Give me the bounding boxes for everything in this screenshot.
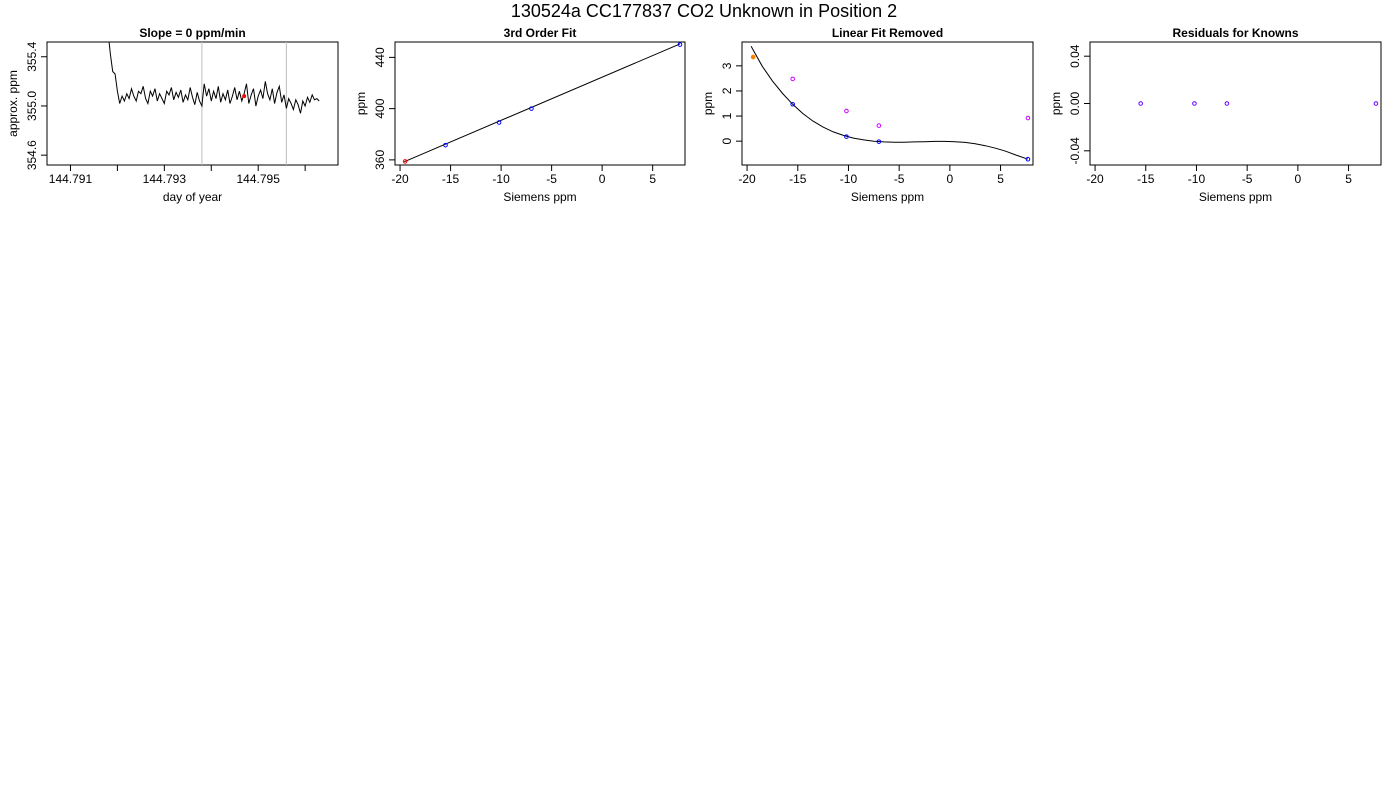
y-axis-label: ppm: [1049, 92, 1063, 115]
x-tick-label: -5: [1242, 172, 1253, 186]
x-tick-label: -15: [789, 172, 807, 186]
y-tick-label: 2: [720, 87, 734, 94]
panel-title: Residuals for Knowns: [1172, 26, 1298, 40]
data-point: [844, 134, 849, 139]
figure-title: 130524a CC177837 CO2 Unknown in Position…: [511, 1, 897, 21]
data-point: [443, 142, 448, 148]
data-point: [529, 106, 534, 111]
data-point: [750, 54, 756, 60]
x-tick-label: 5: [1345, 172, 1352, 186]
y-tick-label: -0.04: [1068, 137, 1082, 165]
data-point: [876, 139, 882, 144]
y-tick-label: 355.4: [25, 41, 39, 71]
y-axis-label: approx. ppm: [6, 70, 20, 137]
x-tick-label: 144.791: [49, 172, 93, 186]
y-tick-label: 0.04: [1068, 44, 1082, 68]
plot-frame: [1089, 41, 1382, 166]
x-tick-label: -20: [738, 172, 756, 186]
y-tick-label: 360: [373, 150, 387, 170]
x-tick-label: -15: [442, 172, 460, 186]
x-tick-label: -5: [894, 172, 905, 186]
x-tick-label: 0: [599, 172, 606, 186]
data-point: [1192, 101, 1197, 106]
data-point: [677, 42, 683, 47]
y-tick-label: 400: [373, 98, 387, 118]
x-tick-label: -20: [391, 172, 409, 186]
x-tick-label: -10: [1188, 172, 1206, 186]
chart-panel-2: 3rd Order Fit -20 -15 -10 -5 0 5 360 400 440 Sieme…: [354, 26, 686, 204]
x-axis-label: Siemens ppm: [1199, 190, 1272, 204]
current-marker: [242, 94, 247, 99]
plot-area: [108, 42, 320, 165]
x-tick-label: 0: [1295, 172, 1302, 186]
y-axis-label: ppm: [701, 92, 715, 115]
x-tick-label: 5: [649, 172, 656, 186]
data-point: [790, 76, 795, 82]
x-tick-label: 5: [997, 172, 1004, 186]
x-tick-label: -20: [1086, 172, 1104, 186]
chart-panel-4: Residuals for Knowns -20 -15 -10 -5 0 5 -0.04 0.…: [1049, 26, 1382, 204]
data-point: [1138, 101, 1143, 106]
y-tick-label: 355.0: [25, 91, 39, 121]
plot-area: [403, 43, 681, 163]
y-tick-label: 3: [720, 62, 734, 69]
y-tick-label: 1: [720, 112, 734, 119]
fit-curve: [750, 46, 1029, 160]
chart-panel-3: Linear Fit Removed -20 -15 -10 -5 0 5 0 1 2 3 Sieme…: [701, 26, 1034, 204]
panel-title: 3rd Order Fit: [504, 26, 577, 40]
chart-panel-1: Slope = 0 ppm/min 144.791 144.793 144.795 35…: [6, 26, 339, 204]
y-axis-label: ppm: [354, 92, 368, 115]
y-tick-label: 440: [373, 47, 387, 67]
x-axis-label: Siemens ppm: [503, 190, 576, 204]
panel-title: Linear Fit Removed: [832, 26, 943, 40]
y-tick-label: 0: [720, 137, 734, 144]
x-tick-label: -10: [840, 172, 858, 186]
series-line: [108, 42, 320, 114]
y-tick-label: 0.00: [1068, 91, 1082, 115]
plot-frame: [394, 41, 686, 166]
data-point: [496, 120, 502, 125]
x-tick-label: 144.793: [143, 172, 187, 186]
x-tick-label: 144.795: [237, 172, 281, 186]
plot-area: [750, 46, 1029, 160]
plot-frame: [741, 41, 1034, 166]
data-point: [790, 101, 795, 107]
data-point: [844, 108, 849, 114]
x-axis-label: Siemens ppm: [851, 190, 924, 204]
data-point: [1025, 115, 1031, 121]
x-tick-label: -5: [546, 172, 557, 186]
x-tick-label: -15: [1137, 172, 1155, 186]
x-tick-label: 0: [947, 172, 954, 186]
data-point: [876, 123, 882, 128]
data-point: [1224, 101, 1230, 106]
plot-frame: [46, 41, 339, 166]
data-point: [1025, 156, 1031, 162]
data-point: [402, 159, 408, 164]
data-point: [1373, 101, 1379, 106]
x-tick-label: -10: [492, 172, 510, 186]
fit-line: [403, 43, 681, 163]
x-axis-label: day of year: [163, 190, 222, 204]
y-tick-label: 354.6: [25, 140, 39, 170]
panel-title: Slope = 0 ppm/min: [139, 26, 245, 40]
